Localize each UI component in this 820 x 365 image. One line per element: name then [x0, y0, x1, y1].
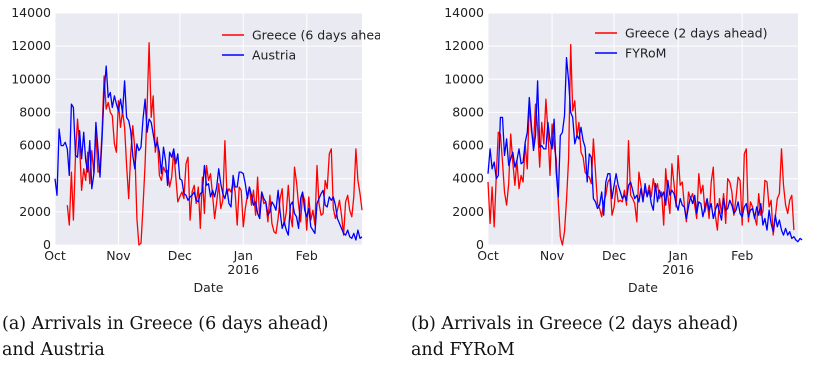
y-tick-label: 14000: [444, 5, 484, 20]
y-tick-label: 2000: [452, 204, 484, 219]
x-tick-label-part: 2016: [227, 262, 259, 277]
x-tick-label-part: Jan: [233, 248, 253, 263]
series-line-0: [66, 42, 363, 246]
series-line-1: [54, 65, 363, 241]
x-tick-label: Nov: [106, 248, 131, 263]
x-tick-label: Feb: [731, 248, 753, 263]
x-tick-label-part: Nov: [540, 248, 565, 263]
caption-a: (a) Arrivals in Greece (6 days ahead) an…: [2, 311, 328, 363]
chart-b: 0 2000 4000 6000 8000 10000 12000 14000 Oct Nov De…: [444, 5, 803, 295]
x-tick-label-part: 2016: [662, 262, 694, 277]
y-tick-label: 8000: [452, 104, 484, 119]
y-tick-label: 2000: [19, 204, 51, 219]
x-tick-label-part: Feb: [731, 248, 753, 263]
y-tick-label: 14000: [11, 5, 51, 20]
x-tick-label-part: Oct: [44, 248, 66, 263]
legend-label-0: Greece (2 days ahead): [625, 26, 768, 41]
y-tick-label: 4000: [452, 171, 484, 186]
caption-b: (b) Arrivals in Greece (2 days ahead) an…: [411, 311, 738, 363]
x-tick-label-part: Dec: [602, 248, 626, 263]
x-tick-label-part: Oct: [477, 248, 499, 263]
x-axis-label: Date: [194, 280, 224, 295]
caption-a-line1: (a) Arrivals in Greece (6 days ahead): [2, 314, 329, 334]
y-tick-label: 6000: [452, 138, 484, 153]
legend-label-0: Greece (6 days ahead): [252, 28, 380, 43]
x-tick-label: Oct: [44, 248, 66, 263]
y-tick-label: 0: [476, 237, 484, 252]
x-tick-label: Nov: [540, 248, 565, 263]
chart-a: 0 2000 4000 6000 8000 10000 12000 14000 Oct Nov De…: [11, 5, 380, 295]
x-tick-label: Feb: [296, 248, 318, 263]
y-tick-label: 0: [43, 237, 51, 252]
y-tick-label: 10000: [444, 71, 484, 86]
y-tick-label: 6000: [19, 138, 51, 153]
x-tick-label: Jan 2016: [227, 248, 259, 277]
legend-label-1: FYRoM: [625, 46, 666, 61]
series-line-1: [487, 57, 803, 243]
x-tick-label: Jan 2016: [662, 248, 694, 277]
x-tick-label: Oct: [477, 248, 499, 263]
y-tick-label: 12000: [444, 38, 484, 53]
y-tick-label: 4000: [19, 171, 51, 186]
series-line-0: [487, 43, 795, 246]
x-tick-label-part: Feb: [296, 248, 318, 263]
x-tick-label: Dec: [602, 248, 626, 263]
caption-b-line1: (b) Arrivals in Greece (2 days ahead): [411, 314, 739, 334]
y-tick-label: 8000: [19, 104, 51, 119]
y-tick-label: 10000: [11, 71, 51, 86]
x-tick-label-part: Jan: [667, 248, 687, 263]
y-tick-label: 12000: [11, 38, 51, 53]
x-tick-label: Dec: [168, 248, 192, 263]
plot-area: [55, 13, 362, 245]
caption-b-line2: and FYRoM: [411, 340, 515, 360]
legend-label-1: Austria: [252, 48, 296, 63]
caption-a-line2: and Austria: [2, 340, 105, 360]
x-axis-label: Date: [628, 280, 658, 295]
x-tick-label-part: Nov: [106, 248, 131, 263]
x-tick-label-part: Dec: [168, 248, 192, 263]
